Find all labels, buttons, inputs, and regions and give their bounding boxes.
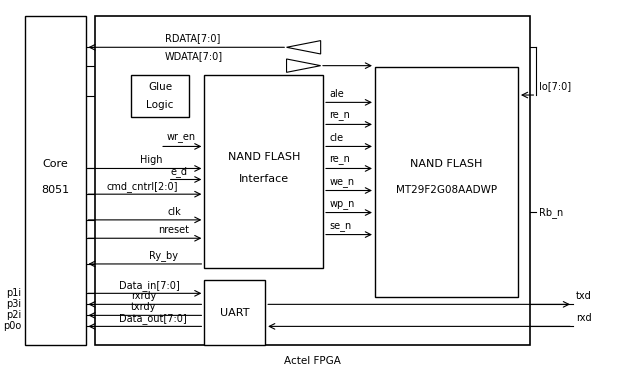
Polygon shape [287, 59, 321, 73]
Text: p1i: p1i [6, 288, 22, 298]
Text: clk: clk [168, 207, 181, 217]
Text: rxd: rxd [576, 313, 592, 323]
Text: Interface: Interface [239, 174, 288, 184]
Text: re_n: re_n [329, 155, 350, 165]
Text: se_n: se_n [329, 222, 351, 232]
Text: Ry_by: Ry_by [150, 250, 178, 261]
Text: Glue: Glue [148, 82, 172, 92]
Text: p2i: p2i [6, 310, 22, 320]
Bar [204, 280, 265, 345]
Bar [375, 67, 518, 297]
Text: p0o: p0o [3, 322, 22, 332]
Text: MT29F2G08AADWP: MT29F2G08AADWP [396, 185, 497, 195]
Text: Actel FPGA: Actel FPGA [284, 356, 341, 366]
Text: cmd_cntrl[2:0]: cmd_cntrl[2:0] [107, 181, 178, 192]
Text: NAND FLASH: NAND FLASH [411, 159, 483, 169]
Text: txrdy: txrdy [131, 302, 156, 312]
Text: txd: txd [576, 291, 592, 301]
Text: WDATA[7:0]: WDATA[7:0] [164, 51, 223, 61]
Text: Rb_n: Rb_n [540, 206, 564, 218]
Text: ale: ale [329, 89, 344, 99]
Text: 8051: 8051 [41, 185, 69, 195]
Text: nreset: nreset [159, 225, 189, 235]
Text: wp_n: wp_n [329, 199, 354, 209]
Text: Io[7:0]: Io[7:0] [540, 81, 571, 91]
Text: Data_in[7:0]: Data_in[7:0] [119, 280, 180, 291]
Text: UART: UART [220, 307, 249, 317]
Text: wr_en: wr_en [166, 133, 196, 143]
Text: NAND FLASH: NAND FLASH [227, 152, 300, 162]
Bar [131, 75, 189, 117]
Text: rxrdy: rxrdy [131, 291, 156, 301]
Text: p3i: p3i [6, 299, 22, 309]
Bar [95, 16, 530, 345]
Text: e_d: e_d [171, 166, 188, 177]
Text: RDATA[7:0]: RDATA[7:0] [164, 33, 220, 43]
Text: Logic: Logic [146, 100, 174, 110]
Text: High: High [140, 155, 163, 165]
Bar [24, 16, 85, 345]
Bar [204, 75, 323, 268]
Text: Data_out[7:0]: Data_out[7:0] [119, 313, 187, 324]
Text: re_n: re_n [329, 111, 350, 121]
Text: we_n: we_n [329, 178, 354, 188]
Polygon shape [287, 41, 321, 54]
Text: Core: Core [42, 159, 68, 169]
Text: cle: cle [329, 133, 343, 143]
